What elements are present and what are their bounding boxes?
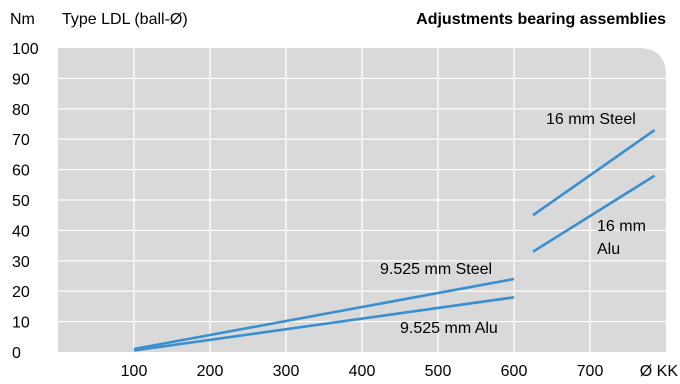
y-tick-label: 50 <box>12 193 30 210</box>
tick-labels: 0 10 20 30 40 50 60 70 80 90 100 100 200 300 400 500 600… <box>12 41 678 380</box>
y-tick-label: 60 <box>12 163 30 180</box>
annotation-9525mm-steel: 9.525 mm Steel <box>380 261 492 278</box>
annotation-16mm-steel: 16 mm Steel <box>546 111 636 128</box>
y-tick-label: 20 <box>12 284 30 301</box>
x-tick-label: 700 <box>577 363 604 380</box>
x-tick-label: 100 <box>121 363 148 380</box>
y-tick-label: 0 <box>12 345 21 362</box>
annotation-9525mm-alu: 9.525 mm Alu <box>400 320 498 337</box>
x-tick-label: 600 <box>501 363 528 380</box>
x-tick-label: 400 <box>349 363 376 380</box>
y-tick-label: 90 <box>12 71 30 88</box>
y-tick-label: 80 <box>12 102 30 119</box>
series-line-2 <box>133 296 515 352</box>
chart-subtitle: Type LDL (ball-Ø) <box>62 11 188 28</box>
y-axis-unit-label: Nm <box>10 11 35 28</box>
series-line-1 <box>133 277 515 351</box>
series-line-3 <box>532 129 656 217</box>
series-line-4 <box>532 174 656 253</box>
y-tick-label: 70 <box>12 132 30 149</box>
x-axis-label: Ø KK <box>640 363 679 380</box>
x-tick-label: 500 <box>425 363 452 380</box>
annotation-16mm-alu-line1: 16 mm <box>597 218 646 235</box>
y-tick-label: 10 <box>12 315 30 332</box>
annotation-16mm-alu-line2: Alu <box>597 241 620 258</box>
y-tick-label: 100 <box>12 41 39 58</box>
chart-title: Adjustments bearing assemblies <box>416 11 666 28</box>
series-lines <box>133 129 656 352</box>
x-tick-label: 300 <box>273 363 300 380</box>
y-tick-label: 30 <box>12 254 30 271</box>
x-tick-label: 200 <box>197 363 224 380</box>
y-tick-label: 40 <box>12 223 30 240</box>
